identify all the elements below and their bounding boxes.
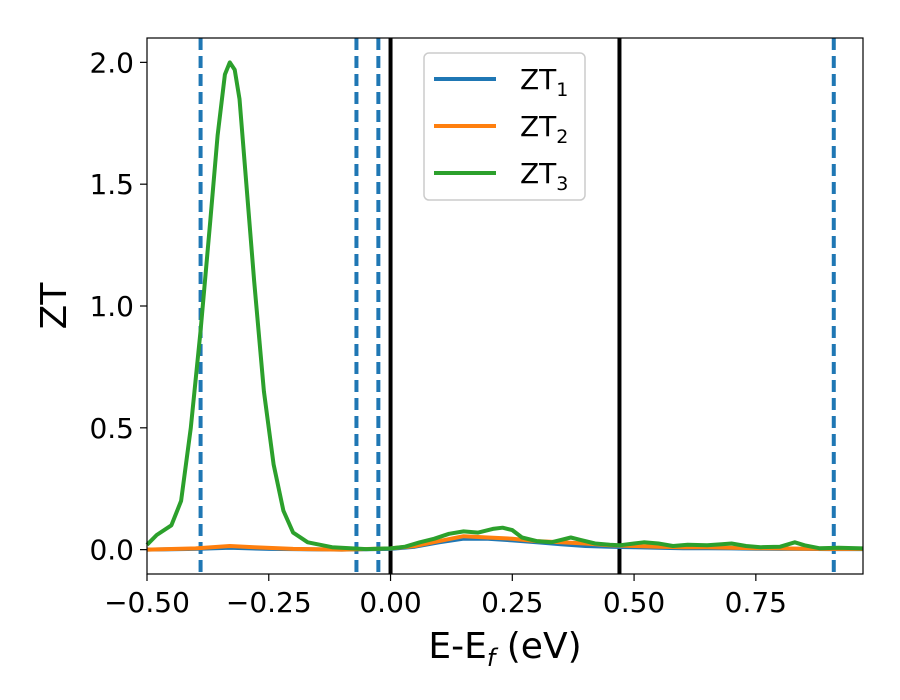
reference-lines (198, 38, 836, 574)
x-axis-ticks: −0.50 −0.25 0.00 0.25 0.50 0.75 (104, 574, 787, 619)
legend-label-sub: 1 (556, 79, 568, 101)
y-tick-label: 1.5 (89, 168, 134, 201)
y-tick-label: 1.0 (89, 290, 134, 323)
legend-box (423, 52, 586, 201)
x-tick-label: 0.25 (481, 586, 543, 619)
y-axis-label: ZT (34, 282, 75, 330)
legend-label-sub: 2 (556, 126, 568, 148)
y-axis-ticks: 0.0 0.5 1.0 1.5 2.0 (89, 46, 147, 567)
series-lines (145, 60, 864, 552)
y-tick-label: 2.0 (89, 46, 134, 79)
legend-label-sub: 3 (556, 173, 568, 195)
x-tick-label: 0.00 (359, 586, 421, 619)
y-tick-label: 0.0 (89, 534, 134, 567)
x-axis-label: E-Ef (eV) (428, 626, 581, 672)
x-axis-label-main: E-E (428, 626, 486, 667)
x-axis-label-unit: (eV) (495, 626, 581, 667)
x-tick-label: −0.50 (104, 586, 190, 619)
x-tick-label: 0.50 (603, 586, 665, 619)
series-line-3 (145, 60, 864, 552)
y-tick-label: 0.5 (89, 412, 134, 445)
x-tick-label: 0.75 (725, 586, 787, 619)
x-tick-label: −0.25 (226, 586, 312, 619)
